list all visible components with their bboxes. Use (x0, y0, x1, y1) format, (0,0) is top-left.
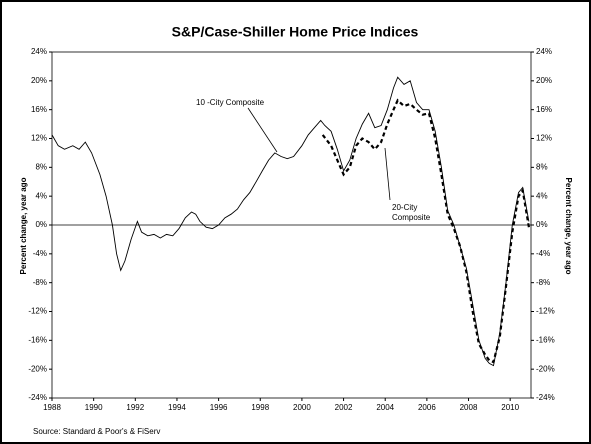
y-tick-label: -4% (33, 249, 47, 258)
series-line (321, 98, 530, 364)
annotation-arrow (384, 147, 391, 201)
annotation: Composite (392, 213, 431, 222)
x-tick-label: 1988 (43, 403, 61, 412)
y-tick-label: -16% (28, 335, 47, 344)
annotation-arrow (247, 107, 278, 153)
y-tick-label: -8% (33, 278, 47, 287)
x-tick-label: 1990 (85, 403, 103, 412)
y-tick-label: 0% (35, 220, 47, 229)
y-tick-label: -12% (28, 307, 47, 316)
y-tick-label: 16% (31, 105, 47, 114)
y2-tick-label: 0% (536, 220, 548, 229)
x-tick-label: 2002 (335, 403, 353, 412)
x-tick-label: 1998 (251, 403, 269, 412)
y-tick-label: 4% (35, 191, 47, 200)
y-tick-label: 8% (35, 162, 47, 171)
y2-tick-label: 4% (536, 191, 548, 200)
x-tick-label: 1996 (210, 403, 228, 412)
y2-tick-label: 16% (536, 105, 552, 114)
x-tick-label: 1994 (168, 403, 186, 412)
y-axis-label: Percent change, year ago (19, 177, 28, 274)
x-tick-label: 2006 (418, 403, 436, 412)
y-tick-label: -24% (28, 393, 47, 402)
y2-tick-label: 20% (536, 76, 552, 85)
x-tick-label: 1992 (126, 403, 144, 412)
y-tick-label: -20% (28, 364, 47, 373)
y2-tick-label: -20% (536, 364, 555, 373)
x-tick-label: 2008 (460, 403, 478, 412)
y2-tick-label: 12% (536, 134, 552, 143)
y2-tick-label: -8% (536, 278, 550, 287)
chart-title: S&P/Case-Shiller Home Price Indices (172, 24, 419, 40)
x-tick-label: 2000 (293, 403, 311, 412)
y2-tick-label: 8% (536, 162, 548, 171)
y2-tick-label: -24% (536, 393, 555, 402)
annotation: 20-City (392, 203, 417, 212)
y2-tick-label: -16% (536, 335, 555, 344)
annotation: 10 -City Composite (196, 98, 265, 107)
y2-tick-label: -4% (536, 249, 550, 258)
series-line (51, 76, 530, 367)
y2-tick-label: -12% (536, 307, 555, 316)
x-tick-label: 2010 (501, 403, 519, 412)
x-tick-label: 2004 (376, 403, 394, 412)
y2-axis-label: Percent change, year ago (564, 178, 573, 275)
y-tick-label: 20% (31, 76, 47, 85)
y-tick-label: 24% (31, 47, 47, 56)
source: Source: Standard & Poor's & FiServ (33, 427, 160, 436)
y-tick-label: 12% (31, 134, 47, 143)
y2-tick-label: 24% (536, 47, 552, 56)
